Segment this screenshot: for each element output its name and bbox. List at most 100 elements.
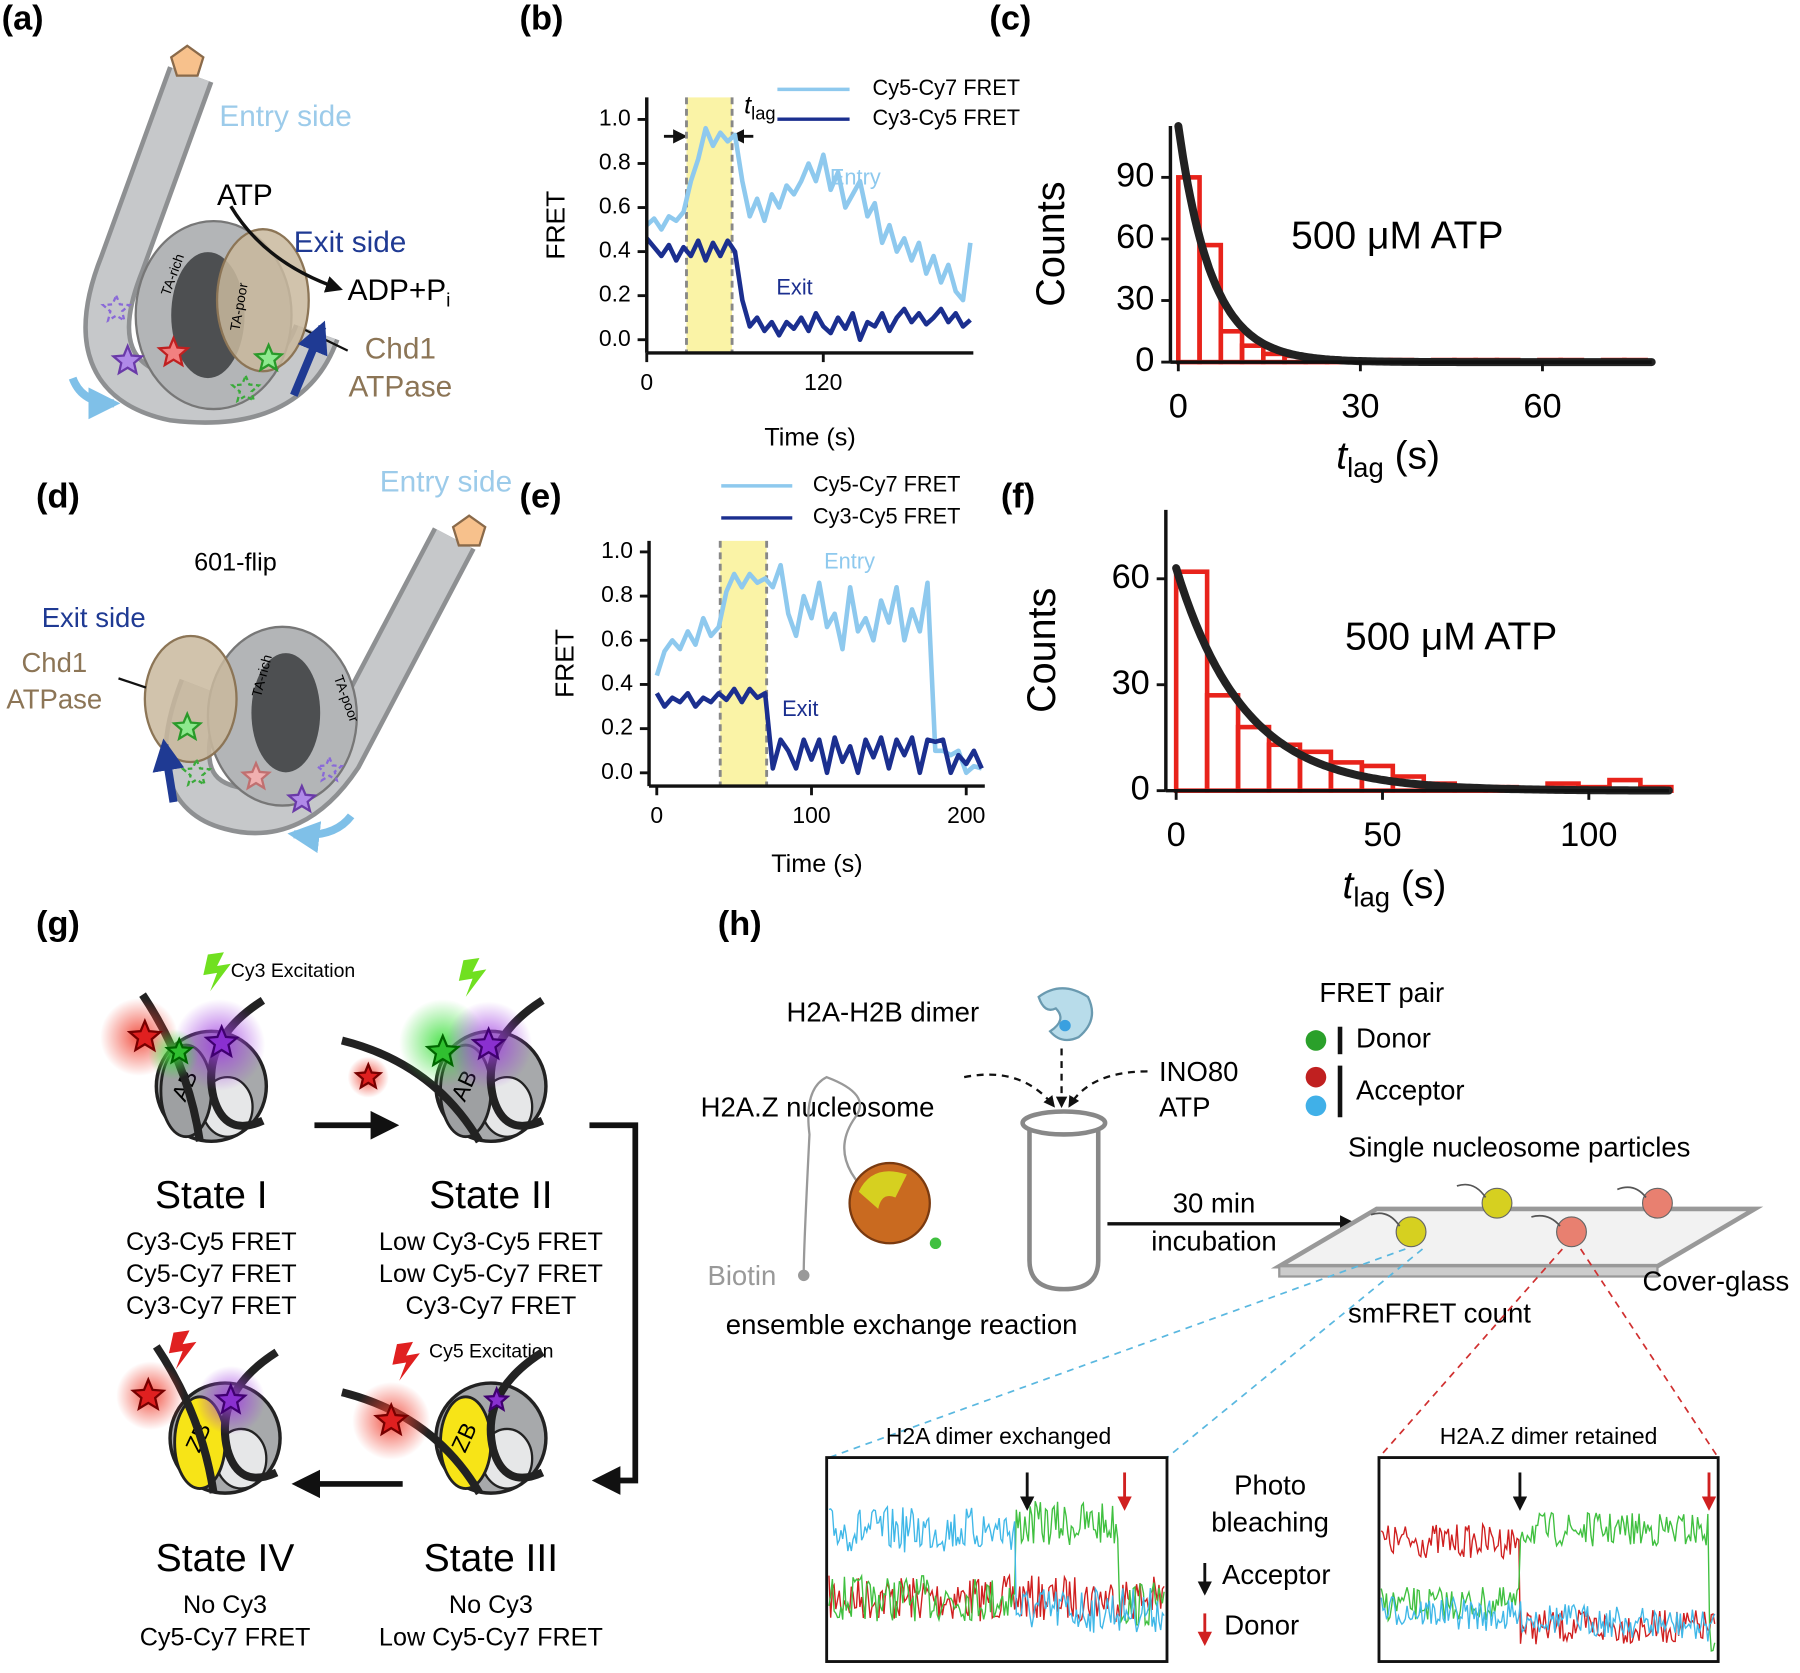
label: Biotin (707, 1260, 776, 1291)
particle (1395, 1216, 1427, 1248)
label: Single nucleosome particles (1348, 1132, 1690, 1163)
panel-label: (d) (36, 478, 80, 516)
state-line: No Cy3 (183, 1591, 267, 1619)
label: Exit side (294, 226, 407, 259)
label: lag (1347, 452, 1384, 483)
label: 30 min (1173, 1188, 1256, 1219)
label: lag (1353, 882, 1390, 913)
x-tick-label: 50 (1363, 816, 1401, 854)
label: t (1336, 435, 1349, 478)
tube-rim (1020, 1109, 1108, 1137)
noise-trace (1380, 1595, 1716, 1642)
x-axis-label: Time (s) (764, 424, 855, 452)
label: t (744, 91, 752, 119)
label: H2A.Z nucleosome (701, 1091, 935, 1122)
legend-label: Cy5-Cy7 FRET (872, 75, 1020, 100)
fit-curve (1172, 564, 1673, 795)
y-tick-label: 30 (1112, 664, 1150, 702)
y-axis-label: Counts (1020, 588, 1064, 713)
tube (1027, 1128, 1101, 1292)
trace-box (825, 1456, 1169, 1663)
x-tick-label: 200 (947, 802, 985, 828)
noise-trace (828, 1505, 1165, 1633)
label: H2A dimer exchanged (886, 1423, 1111, 1449)
panel-label: (a) (2, 0, 44, 38)
dye-star (373, 1401, 410, 1437)
annotation: 500 μM ATP (1291, 215, 1503, 258)
dye-star (130, 1376, 167, 1412)
state-line: Cy5-Cy7 FRET (126, 1260, 297, 1288)
series-line (654, 686, 984, 776)
label: Donor (1356, 1023, 1431, 1054)
dna (486, 1348, 545, 1482)
pentagon (169, 44, 205, 77)
x-tick-label: 0 (640, 369, 653, 395)
arrow (229, 205, 343, 293)
label: (s) (1384, 435, 1440, 478)
arrow (1068, 1070, 1148, 1108)
state-name: State II (429, 1174, 552, 1217)
panel-label: (f) (1001, 478, 1035, 516)
y-tick-label: 1.0 (599, 104, 631, 130)
pointer (118, 677, 147, 689)
label: FRET pair (1319, 977, 1444, 1008)
trace-box (1377, 1456, 1720, 1663)
excitation-bolt (203, 952, 231, 992)
label: ATP (217, 179, 273, 212)
panel-d-drawing: Entry side 601-flip Exit side Chd1 ATPas… (6, 465, 512, 854)
annotation: Exit (776, 275, 812, 300)
label: Cy5 Excitation (429, 1340, 553, 1362)
arrow (152, 738, 185, 803)
atpase (143, 634, 238, 764)
x-tick-label: 120 (804, 369, 842, 395)
dye-star (126, 1018, 163, 1053)
label: Cy3 Excitation (231, 960, 355, 982)
state-name: State III (424, 1537, 558, 1580)
annotation: Entry (824, 548, 875, 573)
label: ADP+Pi (348, 274, 451, 311)
label: i (446, 290, 450, 312)
legend-label: Cy3-Cy5 FRET (813, 504, 961, 529)
dye-star (285, 783, 318, 814)
dye-star (156, 335, 191, 368)
y-tick-label: 0.2 (601, 714, 633, 740)
particle (1556, 1216, 1587, 1248)
panel-g-arrows: Cy3 Excitation Cy5 Excitation (231, 960, 639, 1499)
dimer-icon (1037, 987, 1094, 1042)
label: t (1343, 864, 1356, 907)
acceptor-dot (1305, 1095, 1327, 1117)
pentagon (451, 514, 487, 547)
y-tick-label: 0.8 (599, 149, 631, 175)
excitation-bolt (168, 1330, 197, 1370)
panel-labels: (a) (b) (c) (d) (e) (f) (g) (h) (2, 0, 1036, 943)
label: Acceptor (1222, 1559, 1331, 1590)
label: Donor (1224, 1609, 1299, 1640)
tether (1370, 1183, 1647, 1227)
y-axis-label: FRET (540, 191, 570, 260)
dna (87, 67, 336, 421)
y-tick-label: 0.4 (599, 237, 631, 263)
x-tick-label: 100 (1560, 816, 1617, 854)
cover-glass (1270, 1206, 1764, 1269)
arrow (68, 376, 121, 420)
arrow (290, 320, 328, 397)
dye-star (213, 1382, 248, 1415)
panel-label: (g) (36, 905, 80, 943)
y-tick-label: 90 (1116, 156, 1154, 194)
label: H2A.Z dimer retained (1440, 1423, 1658, 1449)
dye-star (470, 1026, 507, 1061)
histogram-bar (1218, 329, 1245, 365)
label: ensemble exchange reaction (726, 1309, 1078, 1340)
annotation: 500 μM ATP (1345, 616, 1557, 659)
annotation: Exit (782, 696, 818, 721)
dye-star (110, 343, 145, 376)
label: bleaching (1211, 1506, 1329, 1537)
dna (152, 1344, 218, 1494)
label: Chd1 (365, 333, 436, 366)
y-tick-label: 60 (1112, 558, 1150, 596)
arrow (589, 1122, 639, 1495)
x-tick-label: 0 (1167, 816, 1186, 854)
label: Exit side (42, 602, 146, 633)
